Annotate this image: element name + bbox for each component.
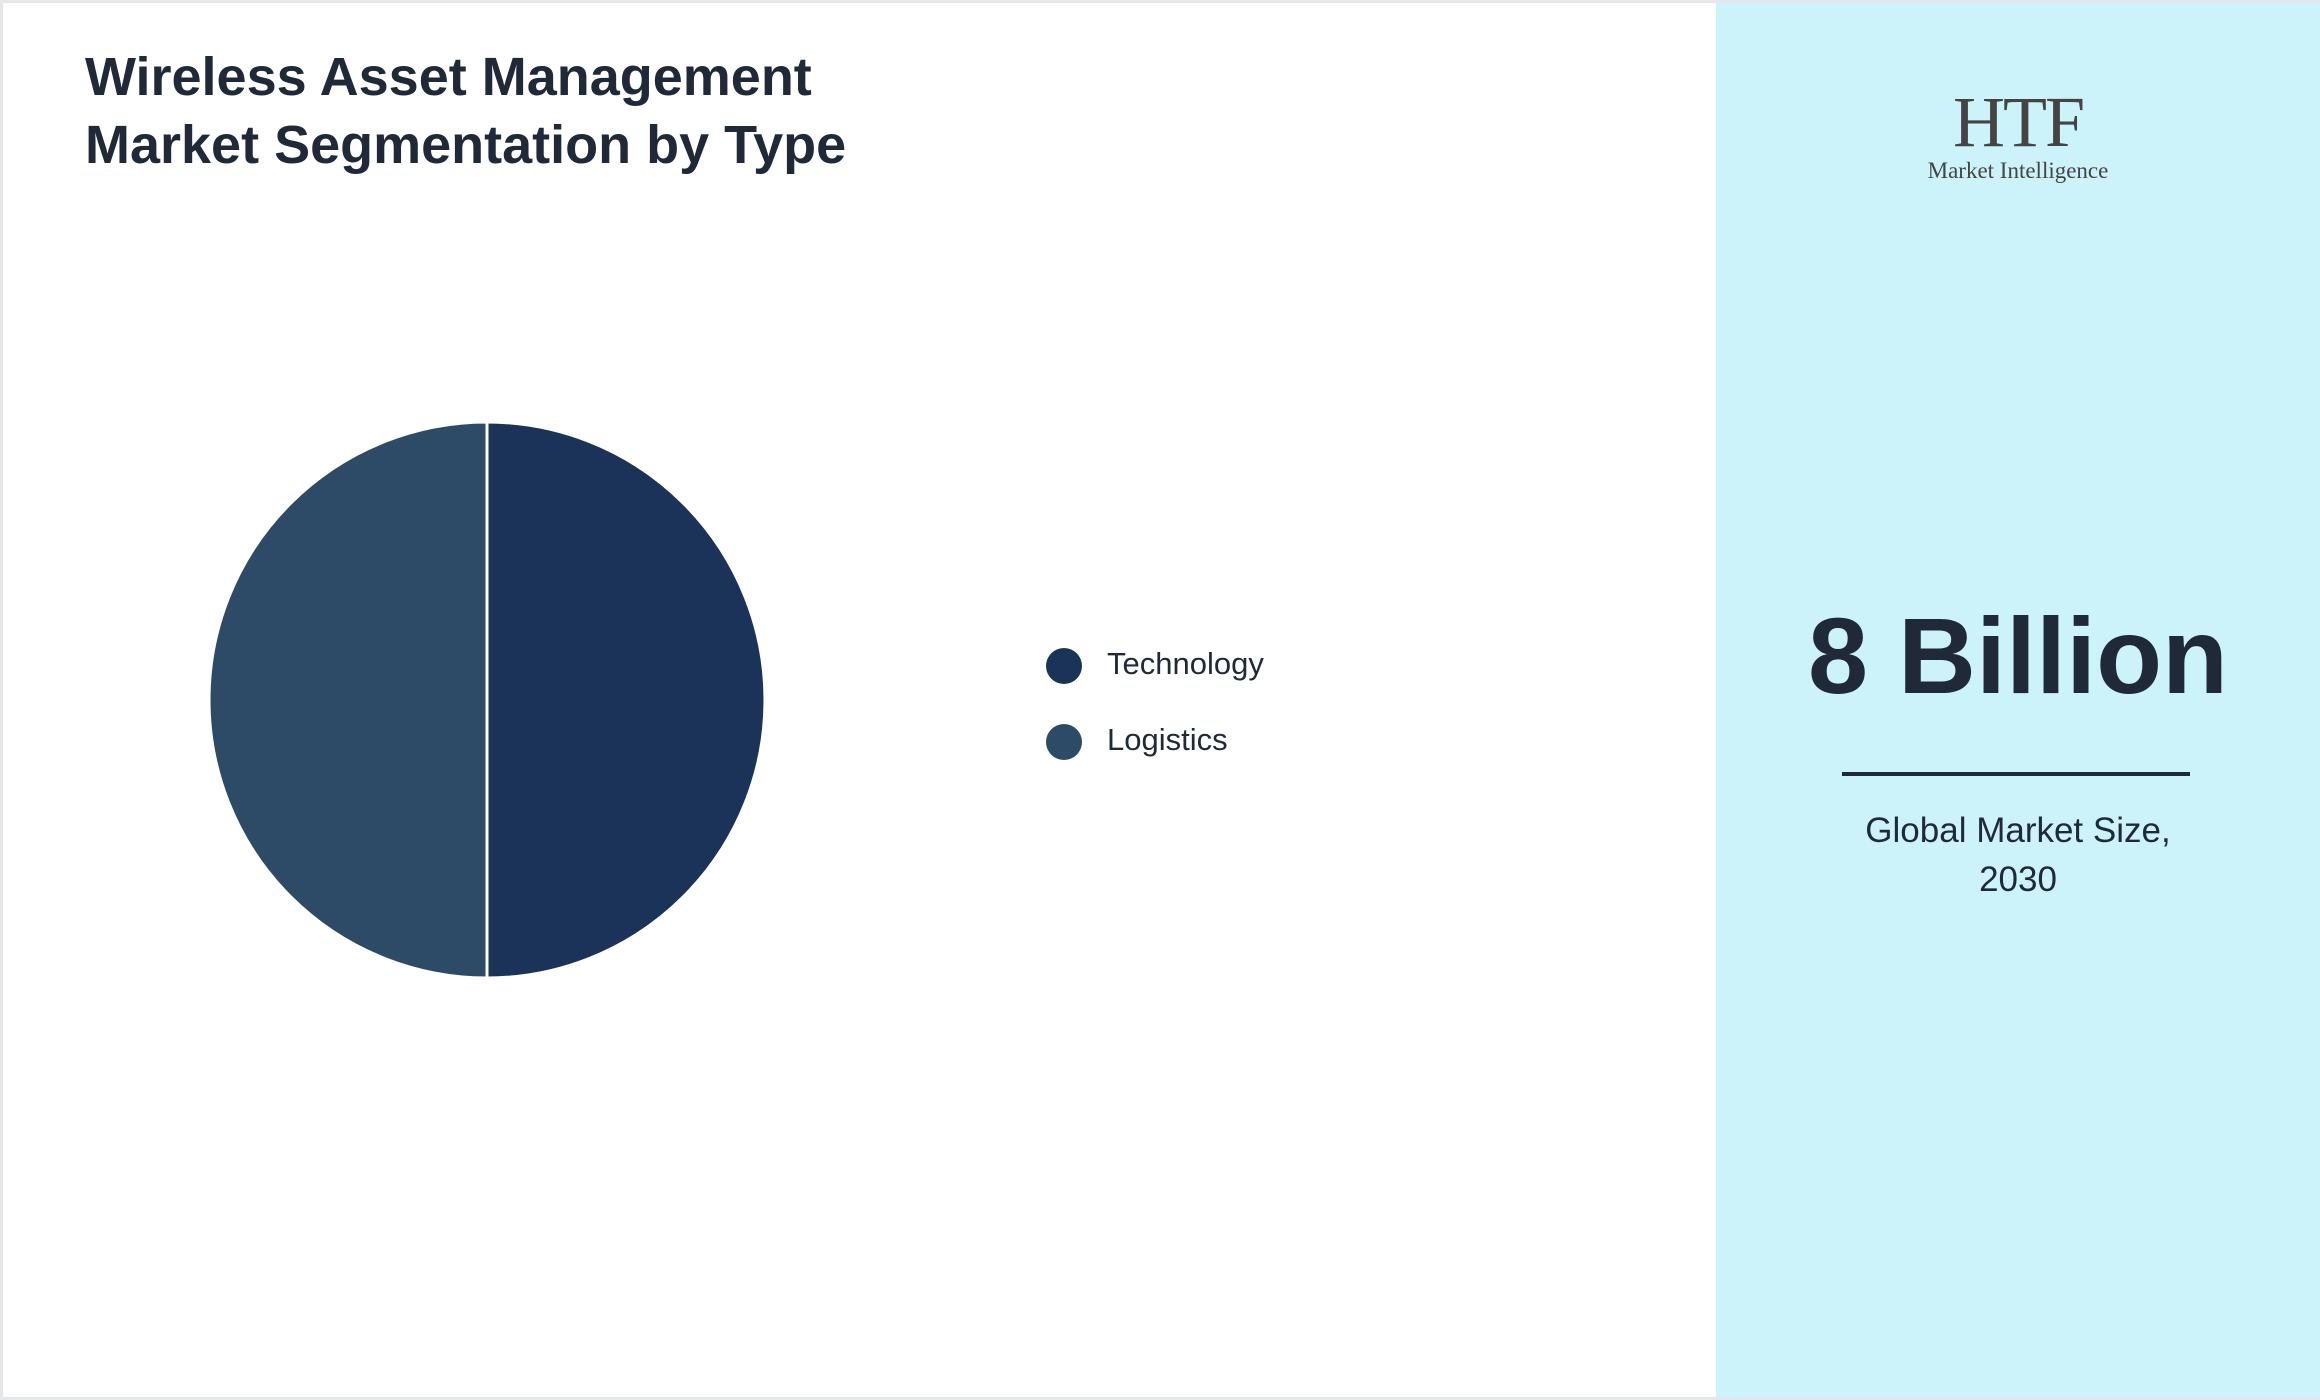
divider [1842,772,2190,776]
legend-marker [1046,648,1082,684]
pie-slice [207,420,489,980]
chart-title: Wireless Asset Management Market Segment… [85,47,847,175]
legend-label: Technology [1107,646,1264,681]
logo-tagline: Market Intelligence [1927,158,2109,183]
side-panel: HTF Market Intelligence 8 Billion Global… [1716,3,2320,1397]
pie-slice [485,420,767,980]
legend-label: Logistics [1107,722,1228,757]
logo-name: HTF [1952,82,2085,162]
legend-marker [1046,724,1082,760]
chart: Technology Logistics [207,420,1264,980]
market-size-value: 8 Billion [1807,595,2229,716]
market-size-label: Global Market Size, 2030 [1865,811,2171,899]
